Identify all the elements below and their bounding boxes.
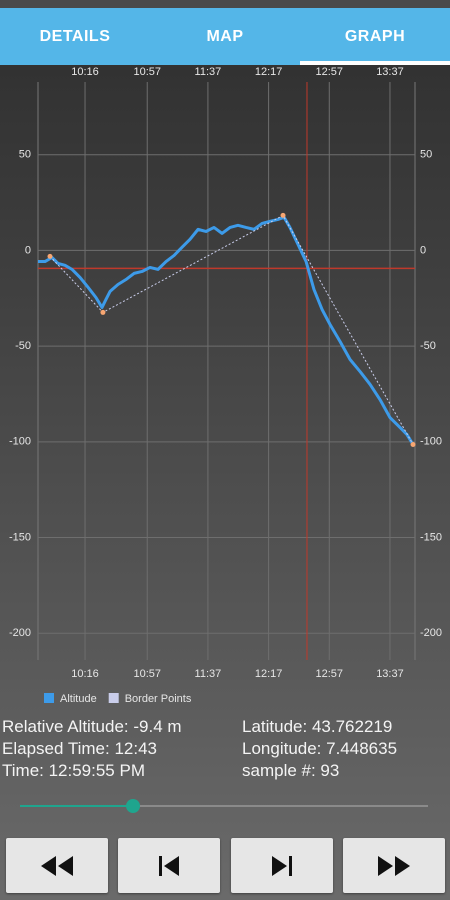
altitude-line <box>38 215 415 446</box>
tab-bar: DETAILS MAP GRAPH <box>0 8 450 65</box>
info-text: Longitude: 7.448635 <box>242 739 398 758</box>
border-point <box>100 309 106 315</box>
info-text: Latitude: 43.762219 <box>242 717 393 736</box>
fast-forward-button[interactable] <box>343 838 445 893</box>
slider-thumb[interactable] <box>126 799 140 813</box>
x-tick-label: 10:16 <box>71 66 99 78</box>
y-tick-label: -50 <box>15 340 31 352</box>
info-text: sample #: 93 <box>242 761 340 780</box>
tab[interactable]: GRAPH <box>300 8 450 65</box>
info-text: Relative Altitude: -9.4 m <box>2 717 182 736</box>
legend-label: Border Points <box>125 693 192 705</box>
chart: 50 50 0 0 -50 -50 -100 -100 -150 -150 -200 -200 10:1… <box>9 66 442 705</box>
border-point <box>47 253 53 259</box>
fast-forward-icon <box>378 855 410 876</box>
y-tick-label: 50 <box>420 149 432 161</box>
rewind-icon <box>41 855 73 876</box>
slider[interactable] <box>0 795 450 819</box>
x-tick-label: 13:37 <box>376 66 404 78</box>
x-tick-label: 12:57 <box>316 668 344 680</box>
previous-button[interactable] <box>118 838 220 893</box>
x-tick-label: 11:37 <box>195 668 222 680</box>
x-tick-label: 12:17 <box>255 66 283 78</box>
x-tick-label: 10:57 <box>133 668 161 680</box>
tab[interactable]: MAP <box>206 27 244 45</box>
x-tick-label: 13:37 <box>376 668 404 680</box>
next-button[interactable] <box>231 838 333 893</box>
next-icon <box>272 855 292 876</box>
x-tick-label: 10:57 <box>133 66 161 78</box>
x-tick-label: 12:57 <box>316 66 344 78</box>
y-tick-label: -150 <box>9 531 31 543</box>
legend-swatch <box>108 693 119 703</box>
info-text: Elapsed Time: 12:43 <box>2 739 157 758</box>
status-bar <box>0 0 450 8</box>
x-tick-label: 11:37 <box>195 66 222 78</box>
border-point <box>410 441 416 447</box>
legend-swatch <box>44 693 54 703</box>
tab[interactable]: DETAILS <box>39 27 111 45</box>
y-tick-label: 0 <box>420 244 426 256</box>
y-tick-label: -50 <box>420 340 436 352</box>
previous-icon <box>159 855 179 876</box>
border-point <box>280 212 286 218</box>
x-tick-label: 12:17 <box>255 668 283 680</box>
border-line <box>49 214 414 445</box>
x-tick-label: 10:16 <box>71 668 99 680</box>
info-left: Relative Altitude: -9.4 m Elapsed Time: … <box>2 716 182 782</box>
rewind-button[interactable] <box>6 838 108 893</box>
y-tick-label: 50 <box>19 149 31 161</box>
y-tick-label: -200 <box>420 627 442 639</box>
legend-label: Altitude <box>60 693 97 705</box>
y-tick-label: 0 <box>25 244 31 256</box>
y-tick-label: -100 <box>9 436 31 448</box>
y-tick-label: -100 <box>420 436 442 448</box>
y-tick-label: -150 <box>420 531 442 543</box>
y-tick-label: -200 <box>9 627 31 639</box>
info-right: Latitude: 43.762219 Longitude: 7.448635 … <box>242 716 397 782</box>
info-text: Time: 12:59:55 PM <box>2 761 145 780</box>
